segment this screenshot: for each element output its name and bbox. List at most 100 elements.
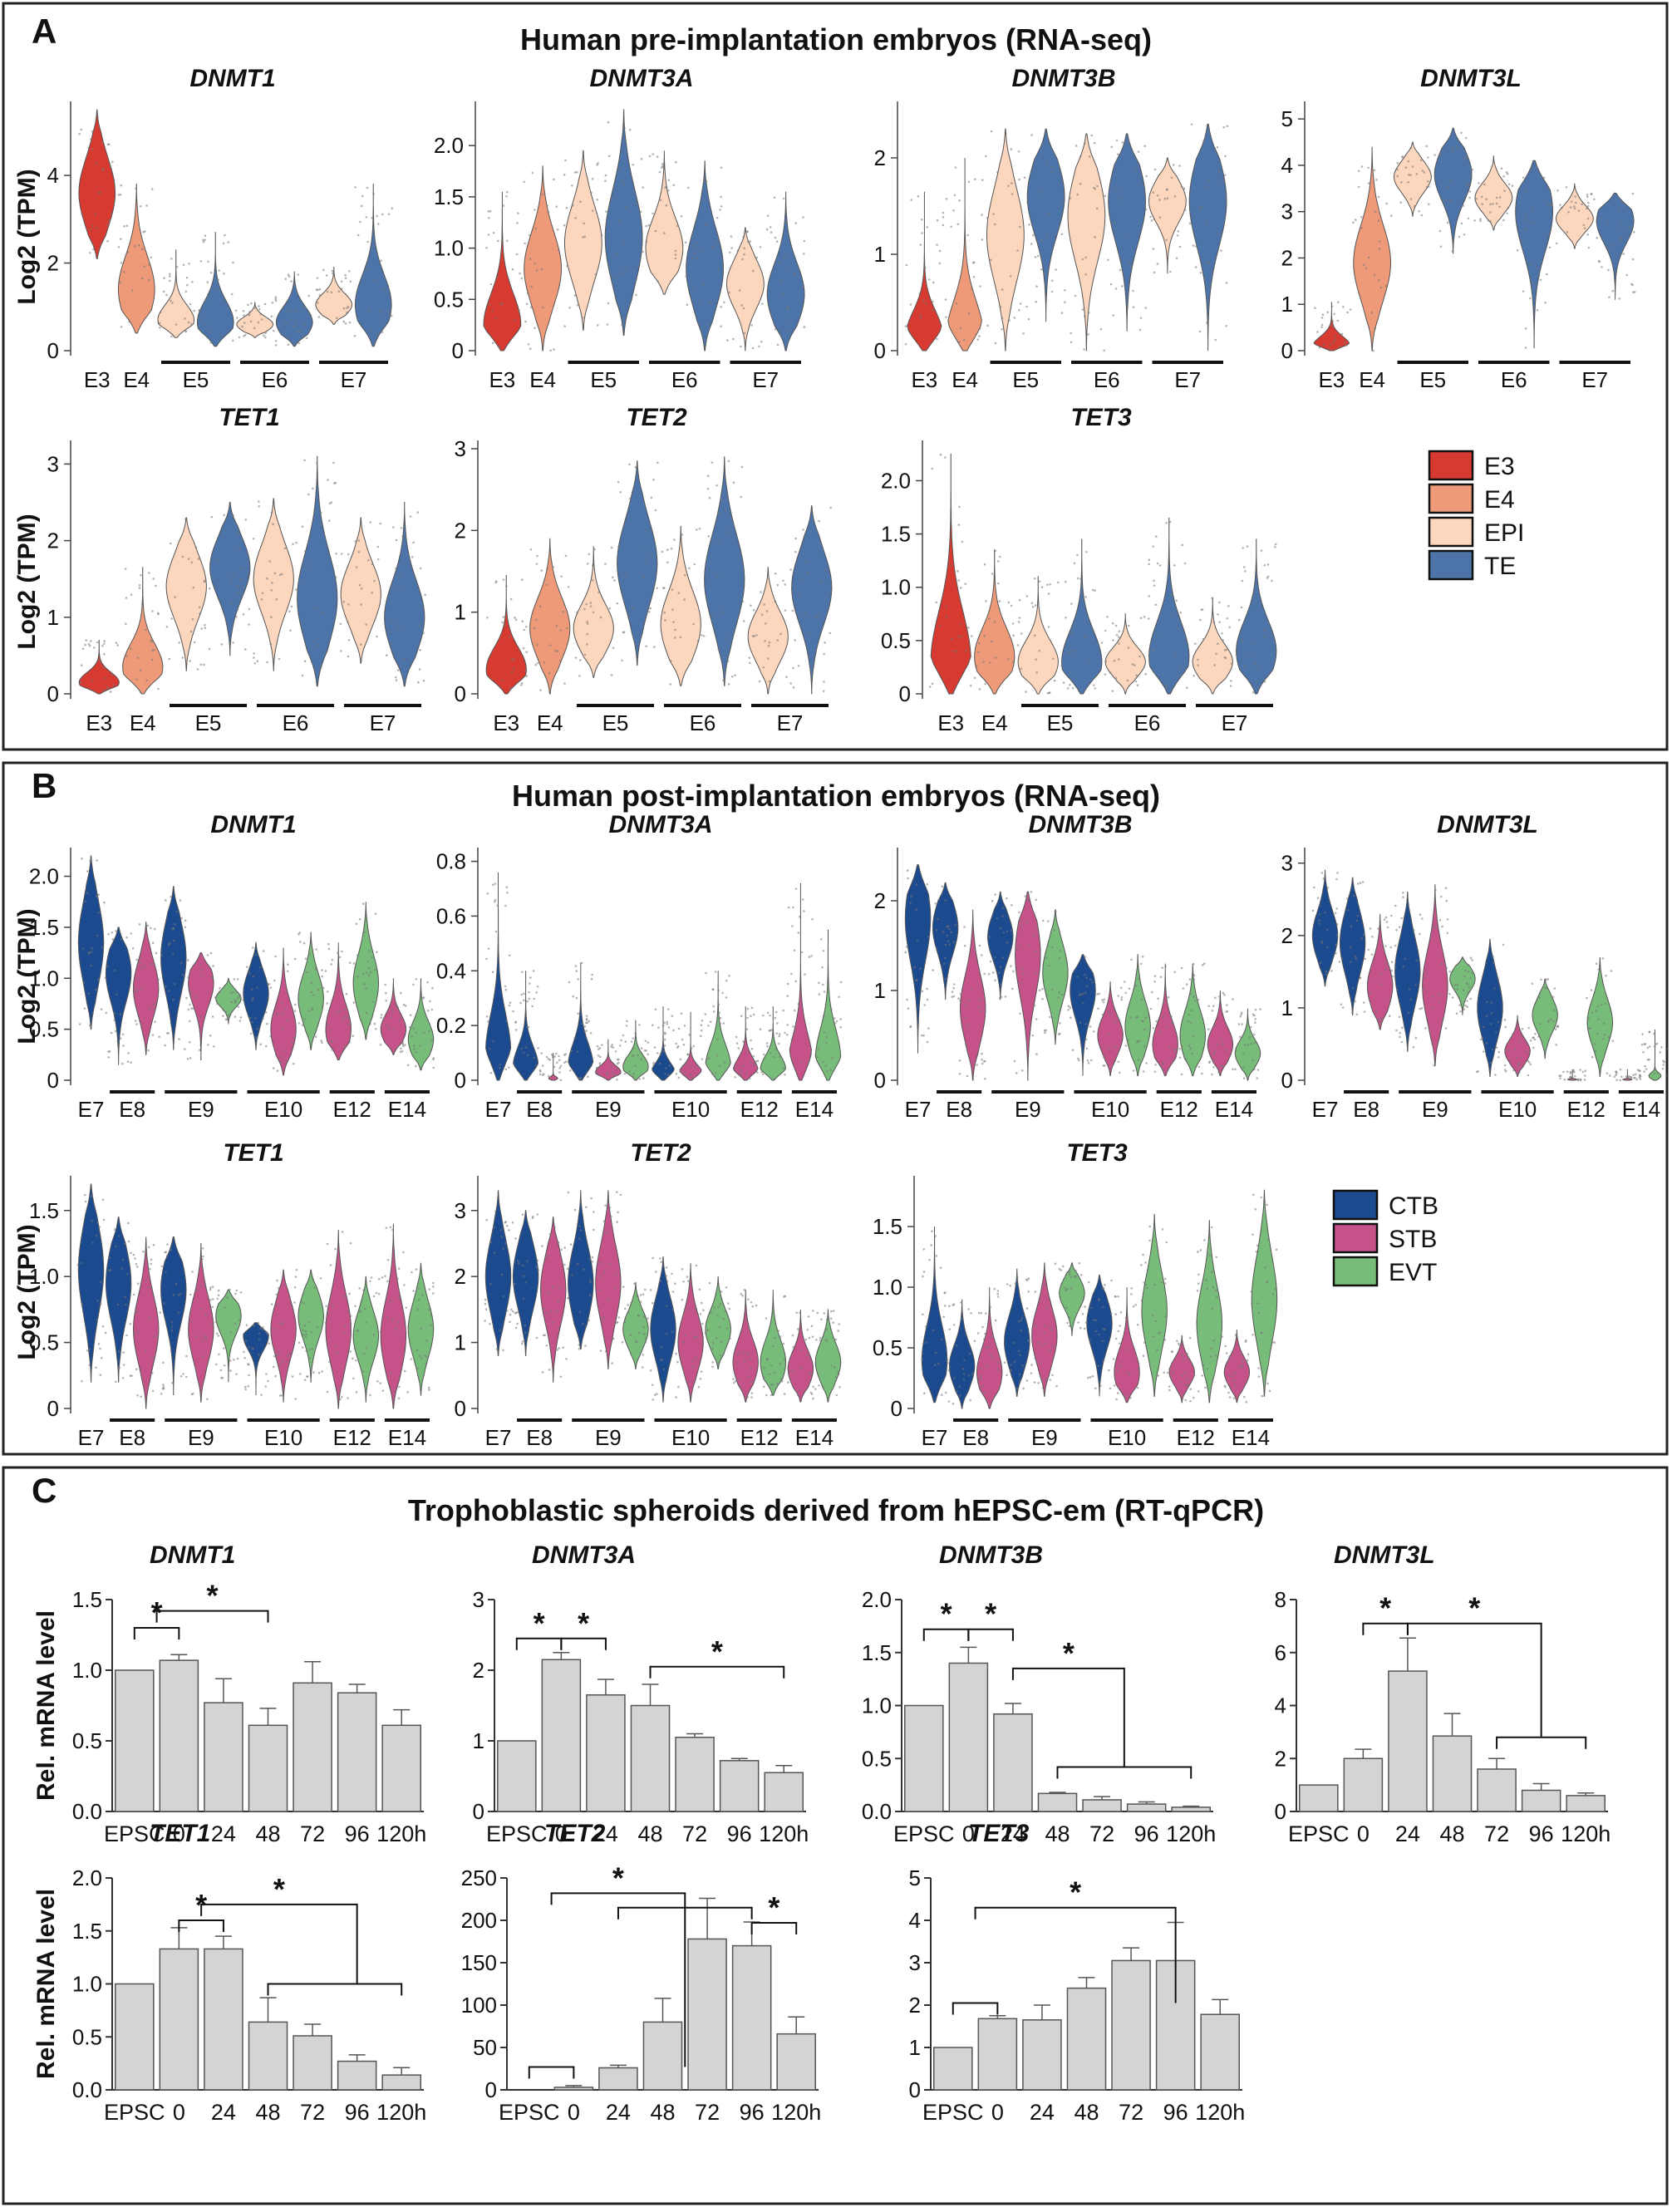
bar-48 [1067,1988,1105,2090]
group-label: E7 [1174,367,1201,392]
bar-96 [720,1761,759,1811]
significance-star: * [985,1597,996,1631]
y-tick-label: 1.5 [434,184,464,209]
group-label: E7 [78,1425,105,1450]
group-label: E10 [671,1097,710,1122]
group-label: E3 [937,710,964,735]
gene-title: DNMT3B [939,1541,1043,1569]
group-label: E4 [952,367,978,392]
x-tick-label: EPSC [104,2100,165,2125]
x-tick-label: 0 [173,2100,185,2125]
x-tick-label: 120h [1195,2100,1245,2125]
x-tick-label: 48 [637,1821,662,1846]
group-label: E4 [130,710,156,735]
group-label: E7 [777,710,804,735]
gene-title: DNMT1 [189,65,275,92]
bar-48 [248,1725,287,1811]
y-tick-label: 0.5 [72,1728,102,1753]
x-tick-label: 120h [1561,1821,1611,1846]
y-tick-label: 1 [1281,995,1293,1020]
bar-epsc [934,2047,972,2090]
gene-title: TET1 [150,1820,210,1847]
gene-title: TET1 [223,1139,283,1167]
group-label: E8 [1353,1097,1379,1122]
y-tick-label: 0.0 [862,1799,892,1824]
y-tick-label: 3 [455,1198,466,1223]
bar-24 [599,2067,637,2090]
group-label: E5 [1012,367,1039,392]
x-tick-label: EPSC [922,2100,984,2125]
group-label: E14 [388,1425,426,1450]
y-tick-label: 5 [1281,106,1293,131]
bar-24 [1023,2020,1061,2090]
gene-title: TET3 [1066,1139,1128,1167]
y-tick-label: 2 [909,1993,921,2018]
y-tick-label: 5 [909,1865,921,1890]
bar-120h [382,1725,420,1811]
bar-72 [1478,1769,1516,1811]
x-tick-label: 120h [771,2100,821,2125]
y-tick-label: 1.0 [434,236,464,261]
y-tick-label: 4 [909,1908,921,1933]
bar-0 [949,1664,987,1812]
x-tick-label: EPSC [1288,1821,1350,1846]
x-tick-label: 48 [255,1821,280,1846]
gene-title: DNMT3A [532,1541,636,1569]
gene-title: DNMT1 [210,811,296,838]
group-label: E10 [264,1097,302,1122]
panel-c-title: Trophoblastic spheroids derived from hEP… [408,1493,1264,1527]
group-label: E4 [981,710,1008,735]
group-label: E5 [183,367,209,392]
y-tick-label: 150 [461,1950,497,1975]
bar-96 [1522,1791,1561,1812]
bar-0 [160,1660,198,1811]
y-tick-label: 1.0 [72,1972,102,1997]
x-tick-label: 120h [759,1821,809,1846]
legend-label: E4 [1484,486,1515,514]
y-tick-label: 0 [473,1799,484,1824]
y-tick-label: 2.0 [29,864,59,889]
group-label: E9 [595,1425,622,1450]
legend-label: TE [1484,553,1516,580]
gene-title: TET2 [544,1820,606,1847]
x-tick-label: 120h [376,1821,426,1846]
y-axis-label: Rel. mRNA level [32,1610,60,1801]
group-label: E3 [911,367,937,392]
legend-swatch-evt [1334,1257,1377,1285]
y-tick-label: 200 [461,1908,497,1933]
y-tick-label: 1 [455,1330,466,1355]
bar-epsc [116,1670,154,1811]
x-tick-label: 0 [568,2100,580,2125]
y-tick-label: 2 [874,888,886,913]
gene-title: DNMT3B [1012,65,1116,92]
y-tick-label: 1.5 [29,915,59,940]
y-tick-label: 3 [1281,851,1293,876]
bar-96 [1128,1804,1166,1811]
bar-48 [248,2022,287,2090]
y-tick-label: 1.5 [881,522,911,547]
group-label: E7 [1581,367,1608,392]
group-label: E7 [341,367,367,392]
y-tick-label: 0 [452,338,464,363]
bar-48 [1433,1736,1471,1811]
group-label: E9 [1422,1097,1448,1122]
group-label: E7 [752,367,779,392]
group-label: E5 [1419,367,1446,392]
panel-a-ylabel-row1: Log2 (TPM) [13,169,41,304]
panel-a-ylabel-row2: Log2 (TPM) [13,514,41,649]
panel-b-letter: B [32,766,57,805]
group-label: E12 [1177,1425,1215,1450]
y-tick-label: 0 [455,1396,466,1421]
x-tick-label: EPSC [486,1821,548,1846]
group-label: E9 [1031,1425,1058,1450]
group-label: E10 [264,1425,302,1450]
group-label: E14 [795,1097,834,1122]
bar-72 [1083,1800,1121,1811]
y-tick-label: 1 [455,600,466,625]
x-tick-label: 96 [727,1821,752,1846]
significance-star: * [711,1634,723,1669]
group-label: E6 [671,367,698,392]
y-tick-label: 100 [461,1993,497,2018]
y-tick-label: 1.0 [873,1275,902,1300]
y-tick-label: 1 [1281,292,1293,317]
